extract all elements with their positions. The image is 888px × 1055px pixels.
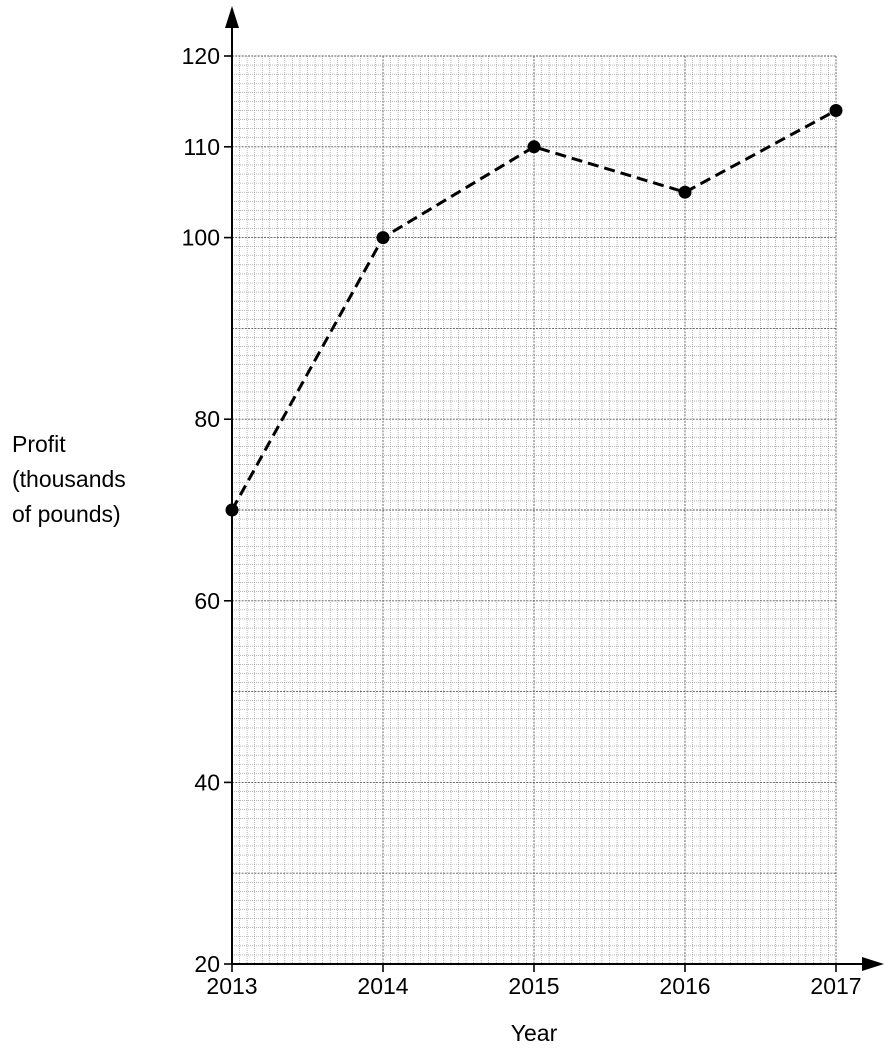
y-tick-label: 100 [182,225,220,251]
x-tick-label: 2015 [508,973,559,999]
x-tick-label: 2014 [357,973,408,999]
y-tick-label: 20 [194,951,220,977]
chart-axes [225,6,884,971]
y-axis-arrowhead [225,6,239,28]
y-tick-label: 120 [182,43,220,69]
data-point [829,103,843,117]
x-tick-label: 2016 [659,973,710,999]
tick-labels: 20 40 60 80 100 110 120 2013 2014 2015 2016 2017 [182,43,862,999]
data-point [225,503,239,517]
y-tick-label: 110 [183,134,220,160]
axis-labels: Profit (thousands of pounds) Year [12,431,558,1046]
y-axis-label-line-2: (thousands [12,466,126,492]
data-point [678,185,692,199]
data-point [527,140,541,154]
y-axis-label-line-3: of pounds) [12,501,121,527]
y-tick-label: 60 [194,588,220,614]
y-tick-label: 80 [194,406,220,432]
chart-grid [232,55,837,964]
x-tick-label: 2013 [206,973,257,999]
data-point [376,231,390,245]
x-tick-label: 2017 [810,973,861,999]
y-tick-label: 40 [194,769,220,795]
series-layer [225,103,843,517]
profit-series-line [230,109,837,511]
x-axis-label: Year [511,1020,558,1046]
x-axis-arrowhead [862,957,884,971]
y-axis-label-line-1: Profit [12,431,66,457]
